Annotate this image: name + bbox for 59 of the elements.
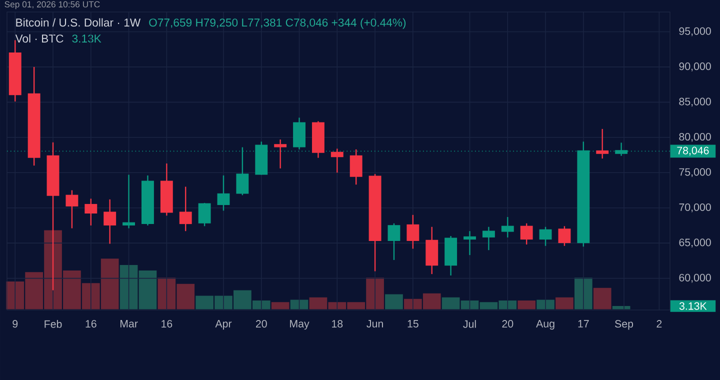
candlestick <box>482 226 495 251</box>
x-tick-label: Apr <box>215 320 232 330</box>
x-tick-label: 20 <box>502 320 514 328</box>
candlestick <box>84 198 98 226</box>
text: Sep 01, 2026 10:56 UTC <box>4 1 100 10</box>
candlestick <box>122 174 136 229</box>
x-tick-label: Jul <box>463 320 476 328</box>
x-tick-label: Jun <box>366 320 383 328</box>
candlestick <box>179 186 192 232</box>
y-tick-label: 75,000 <box>679 168 711 178</box>
bar <box>290 300 308 310</box>
candlestick <box>501 216 514 238</box>
y-tick-label: 95,000 <box>679 27 711 36</box>
x-tick-label: 15 <box>408 320 418 328</box>
x-tick-label: 20 <box>256 320 267 328</box>
x-tick-label: Sep <box>614 320 634 330</box>
text: 3.13K <box>679 302 707 310</box>
candlestick <box>558 226 571 246</box>
candlestick <box>66 190 78 229</box>
y-tick-label: 65,000 <box>679 238 711 248</box>
y-tick-label: 60,000 <box>679 274 711 283</box>
annotation: 3.13K <box>72 34 102 43</box>
y-tick-label: 90,000 <box>679 62 711 72</box>
x-tick-label: 18 <box>332 320 343 328</box>
x-tick-label: 9 <box>12 320 18 328</box>
candlestick <box>274 138 287 169</box>
x-tick-label: 16 <box>86 320 96 328</box>
chart-title: Bitcoin / U.S. Dollar · 1W <box>16 18 141 27</box>
x-tick-label: Aug <box>536 320 554 330</box>
bar <box>574 278 592 310</box>
bar <box>536 300 554 310</box>
x-tick-label: 2 <box>656 320 662 328</box>
y-tick-label: 70,000 <box>679 203 711 212</box>
y-tick-label: 80,000 <box>679 133 711 142</box>
bar <box>556 297 574 310</box>
candlestick <box>406 214 420 250</box>
x-tick-label: May <box>290 320 310 330</box>
x-tick-label: Mar <box>120 320 138 328</box>
candlestick <box>539 226 552 246</box>
candlestick <box>350 148 362 186</box>
x-tick-label: 16 <box>162 320 172 328</box>
candlestick <box>217 174 230 212</box>
candlestick <box>596 128 609 160</box>
candlestick <box>520 222 533 246</box>
ref-line-label: 78,046 <box>677 146 709 156</box>
candlestick <box>464 230 476 256</box>
x-tick-label: 17 <box>578 320 589 328</box>
x-tick-label: Feb <box>44 320 62 328</box>
y-tick-label: 85,000 <box>679 98 711 107</box>
bar <box>385 294 403 310</box>
candlestick <box>330 148 344 174</box>
candlestick <box>104 198 116 244</box>
candlestick <box>388 222 400 261</box>
candlestick <box>198 202 211 227</box>
bar <box>518 300 536 310</box>
chart-title: Vol · BTC <box>15 34 64 43</box>
bar <box>593 288 612 310</box>
bar <box>271 302 290 310</box>
annotation: O77,659 H79,250 L77,381 C78,046 +344 (+0.44%) <box>149 18 406 29</box>
